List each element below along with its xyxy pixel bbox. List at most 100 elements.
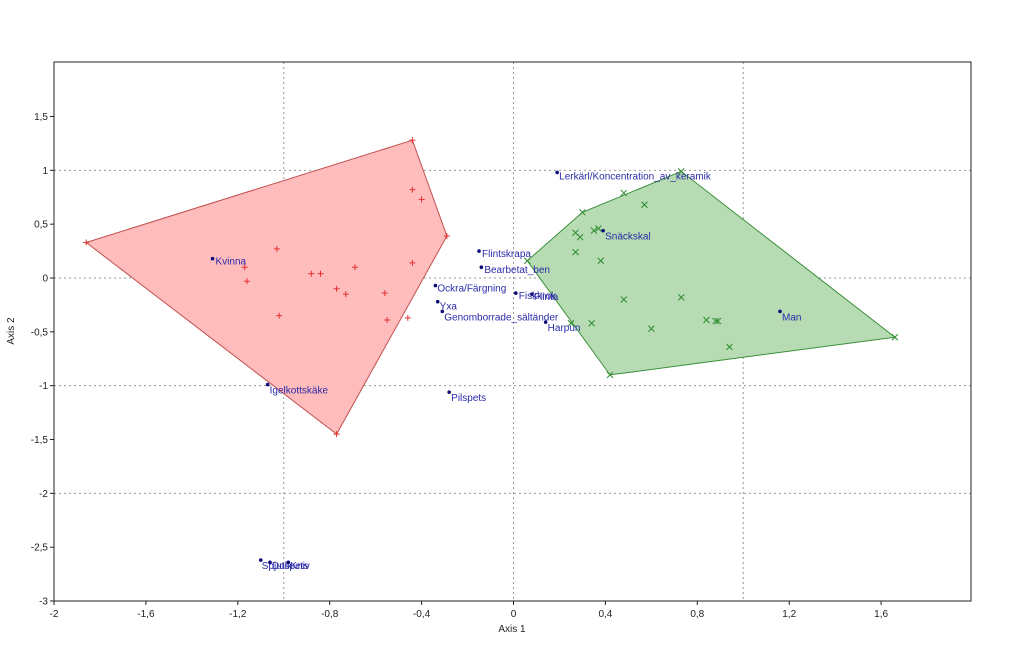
y-tick-label: 1 (42, 166, 48, 177)
y-axis-title: Axis 2 (6, 317, 17, 345)
group-markers (83, 137, 899, 438)
green-group-hull (526, 170, 897, 376)
variable-label: Genomborrade_sältänder (444, 312, 559, 323)
green-cross-marker (579, 208, 586, 216)
variable-label: Pilspets (451, 393, 486, 404)
variable-point (555, 170, 559, 175)
x-tick-label: 1,6 (874, 609, 888, 620)
green-cross-marker (703, 316, 710, 324)
variable-point (265, 382, 270, 387)
red-plus-marker (409, 259, 416, 266)
variable-point (435, 299, 440, 304)
variable-label: Lerkärl/Koncentration_av_keramik (559, 171, 712, 182)
x-tick-label: 0,8 (690, 609, 704, 620)
x-tick-label: -0,8 (321, 609, 339, 620)
variable-label: Dolk (272, 561, 293, 572)
red-plus-marker (241, 264, 248, 271)
red-plus-marker (409, 186, 416, 193)
red-plus-marker (83, 239, 90, 246)
y-axis-ticks: 1,5 1 0,5 0 -0,5 -1 -1,5 -2 -2,5 -3 (31, 112, 54, 608)
y-tick-label: -0,5 (31, 327, 49, 338)
x-tick-label: -1,6 (137, 609, 155, 620)
green-cross-marker (620, 296, 628, 303)
variable-point (479, 265, 484, 270)
x-axis-ticks: -2 -1,6 -1,2 -0,8 -0,4 0 0,4 0,8 1,2 1,6 (50, 601, 888, 620)
red-plus-marker (381, 290, 388, 297)
x-tick-label: 0,4 (598, 609, 612, 620)
variable-point (778, 309, 782, 314)
y-tick-label: 1,5 (34, 112, 48, 123)
variable-point (433, 283, 438, 288)
red-plus-marker (308, 270, 315, 277)
variable-label: Bearbetat_ben (484, 265, 550, 276)
red-plus-marker (342, 291, 349, 298)
green-cross-marker (523, 257, 531, 265)
variable-point (543, 320, 548, 324)
red-plus-marker (418, 196, 425, 203)
variable-point (513, 291, 518, 295)
x-tick-label: -1,2 (229, 609, 247, 620)
green-cross-marker (588, 319, 595, 327)
y-tick-label: -1,5 (31, 435, 49, 446)
variable-label: Harpun (548, 323, 581, 334)
variable-point (447, 390, 451, 394)
green-cross-marker (590, 227, 598, 234)
variable-point (210, 256, 215, 261)
red-plus-marker (243, 278, 250, 285)
x-tick-label: 0 (511, 609, 517, 620)
red-plus-marker (273, 245, 280, 252)
green-cross-marker (567, 319, 575, 327)
variable-label: Fiskkrok (519, 291, 557, 302)
variable-label: Man (782, 312, 801, 323)
variable-label: Kniv (290, 561, 309, 572)
red-plus-marker (409, 137, 416, 144)
variable-point (286, 560, 291, 565)
variable-point (440, 309, 445, 314)
y-tick-label: -2 (39, 489, 48, 500)
x-tick-label: -0,4 (413, 609, 431, 620)
variable-label: Igelkottskäke (270, 386, 329, 397)
variable-label: Flintskrapa (482, 249, 531, 260)
green-cross-marker (726, 343, 733, 351)
variable-label: Flinta (534, 292, 559, 303)
red-plus-marker (276, 312, 283, 319)
red-plus-marker (317, 270, 324, 277)
variable-label: Spjutspets (262, 561, 309, 572)
variable-point (268, 560, 272, 565)
y-tick-label: 0,5 (34, 220, 48, 231)
x-tick-label: 1,2 (782, 609, 796, 620)
red-plus-marker (333, 431, 340, 438)
red-plus-marker (384, 316, 391, 323)
green-cross-marker (620, 189, 628, 197)
variable-point (601, 228, 605, 233)
green-cross-marker (647, 325, 655, 332)
green-cross-marker (712, 317, 720, 325)
green-cross-marker (572, 248, 579, 256)
y-tick-label: -3 (39, 597, 48, 608)
variable-label: Snäckskal (605, 232, 651, 243)
x-axis-title: Axis 1 (498, 624, 526, 635)
variable-label: Yxa (440, 302, 458, 313)
green-cross-marker (677, 294, 685, 301)
y-tick-label: -2,5 (31, 543, 49, 554)
green-cross-marker (891, 333, 899, 341)
y-tick-label: -1 (39, 381, 48, 392)
green-cross-marker (576, 233, 584, 241)
variable-point (530, 292, 534, 296)
green-cross-marker (677, 168, 685, 175)
x-tick-label: -2 (50, 609, 59, 620)
red-plus-marker (443, 233, 450, 240)
green-cross-marker (597, 257, 605, 265)
red-plus-marker (351, 264, 358, 271)
green-cross-marker (714, 317, 722, 325)
y-tick-label: 0 (42, 274, 48, 285)
variable-point (477, 249, 481, 253)
red-plus-marker (404, 314, 411, 321)
red-plus-marker (333, 285, 340, 292)
variable-label: Kvinna (216, 257, 247, 268)
variable-points: Kvinna Lerkärl/Koncentration_av_keramik Sn… (210, 170, 801, 572)
green-cross-marker (595, 225, 602, 232)
variable-label: Ockra/Färgning (437, 284, 506, 295)
variable-point (258, 558, 263, 562)
